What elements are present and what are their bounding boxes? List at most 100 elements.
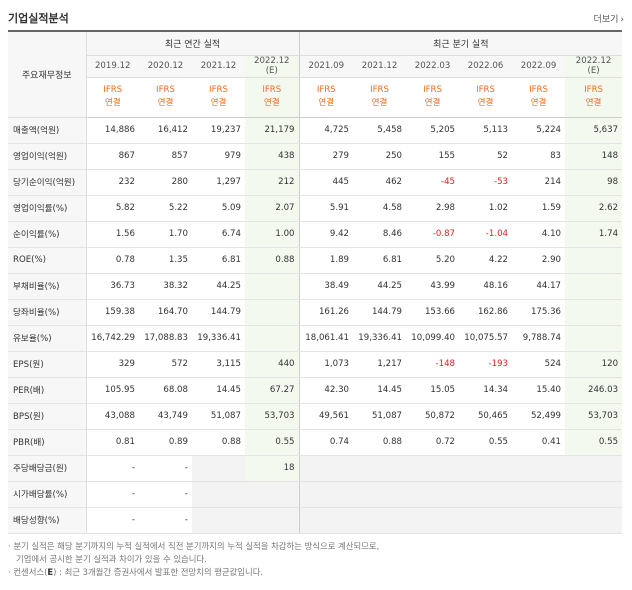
table-cell: 162.86 <box>459 299 513 326</box>
table-cell: 50,465 <box>459 403 513 430</box>
table-cell <box>192 454 245 482</box>
table-cell: 5,637 <box>565 117 623 144</box>
quarter-period-header: 2021.12 <box>353 55 407 78</box>
table-cell: 857 <box>139 143 192 170</box>
table-cell: 5.22 <box>139 194 192 222</box>
table-cell: 5,224 <box>512 117 566 144</box>
quarter-period-header: 2021.09 <box>298 55 354 78</box>
ifrs-badge: IFRS 연결 <box>139 77 192 118</box>
table-cell: 14.45 <box>353 377 407 404</box>
section-header: 기업실적분석 더보기 › <box>8 8 624 28</box>
table-cell: 38.49 <box>298 272 354 300</box>
financial-summary-table: 주요재무정보 최근 연간 실적 최근 분기 실적 2019.12 2020.12 2… <box>8 30 623 534</box>
row-label: 부채비율(%) <box>8 272 87 300</box>
table-cell: 53,703 <box>245 403 300 430</box>
table-cell <box>565 481 623 508</box>
table-cell: 1.35 <box>139 247 192 274</box>
row-label: 유보율(%) <box>8 325 87 352</box>
table-cell <box>565 454 623 482</box>
table-cell <box>353 454 407 482</box>
table-cell: -148 <box>406 350 460 378</box>
table-cell: 19,336.41 <box>353 325 407 352</box>
table-cell <box>565 507 623 534</box>
table-cell: 10,075.57 <box>459 325 513 352</box>
table-cell: 4.10 <box>512 221 566 248</box>
table-cell <box>245 272 300 300</box>
table-row: EPS(원) 329 572 3,115 440 1,073 1,217 -148 -193 52… <box>8 350 623 378</box>
table-cell: 43.99 <box>406 272 460 300</box>
table-cell: -53 <box>459 169 513 196</box>
table-cell: 21,179 <box>245 117 300 144</box>
table-cell: - <box>139 507 192 534</box>
consolidated-label: 연결 <box>585 98 602 108</box>
row-label: 배당성향(%) <box>8 507 87 534</box>
ifrs-badge: IFRS 연결 <box>192 77 245 118</box>
table-cell: 15.40 <box>512 377 566 404</box>
row-label: 주당배당금(원) <box>8 454 87 482</box>
annual-group-label: 최근 연간 실적 <box>86 30 300 56</box>
table-cell: 153.66 <box>406 299 460 326</box>
table-cell: 280 <box>139 169 192 196</box>
table-cell <box>565 299 623 326</box>
table-cell: 1,297 <box>192 169 245 196</box>
ifrs-badge: IFRS 연결 <box>565 77 623 118</box>
table-cell: 18 <box>245 454 300 482</box>
table-row: 영업이익(억원) 867 857 979 438 279 250 155 52 83 148 <box>8 143 623 170</box>
ifrs-badge: IFRS 연결 <box>512 77 566 118</box>
table-cell: 0.88 <box>192 429 245 456</box>
table-cell: 6.74 <box>192 221 245 248</box>
consolidated-label: 연결 <box>477 98 494 108</box>
consolidated-label: 연결 <box>157 98 174 108</box>
table-cell: 4,725 <box>298 117 354 144</box>
table-cell: 49,561 <box>298 403 354 430</box>
table-cell: 53,703 <box>565 403 623 430</box>
table-cell: 279 <box>298 143 354 170</box>
table-cell <box>406 481 460 508</box>
table-cell: 175.36 <box>512 299 566 326</box>
annual-period-header: 2021.12 <box>192 55 245 78</box>
table-cell: 51,087 <box>192 403 245 430</box>
table-cell: 36.73 <box>86 272 139 300</box>
footnote-2-suffix: ) : 최근 3개월간 증권사에서 발표한 전망치의 평균값입니다. <box>53 567 264 577</box>
row-label: 당좌비율(%) <box>8 299 87 326</box>
footnote-2-prefix: · 컨센서스( <box>8 567 48 577</box>
more-link[interactable]: 더보기 › <box>594 12 624 25</box>
table-cell: 445 <box>298 169 354 196</box>
table-cell: 979 <box>192 143 245 170</box>
consolidated-label: 연결 <box>424 98 441 108</box>
table-cell: 0.41 <box>512 429 566 456</box>
table-cell: 329 <box>86 350 139 378</box>
table-cell <box>406 507 460 534</box>
table-cell: 144.79 <box>353 299 407 326</box>
table-row: 순이익률(%) 1.56 1.70 6.74 1.00 9.42 8.46 -0.87 -1.0… <box>8 221 623 248</box>
row-label: BPS(원) <box>8 403 87 430</box>
table-cell: 105.95 <box>86 377 139 404</box>
table-cell: 246.03 <box>565 377 623 404</box>
table-cell: 38.32 <box>139 272 192 300</box>
table-cell: -1.04 <box>459 221 513 248</box>
table-cell <box>459 454 513 482</box>
table-cell <box>459 481 513 508</box>
table-cell: 0.88 <box>245 247 300 274</box>
consolidated-label: 연결 <box>263 98 280 108</box>
table-cell: 212 <box>245 169 300 196</box>
table-cell: 4.22 <box>459 247 513 274</box>
table-cell: 1.74 <box>565 221 623 248</box>
consolidated-label: 연결 <box>210 98 227 108</box>
row-label: PER(배) <box>8 377 87 404</box>
table-cell <box>245 299 300 326</box>
table-cell <box>565 247 623 274</box>
table-cell: 44.25 <box>353 272 407 300</box>
row-label: 당기순이익(억원) <box>8 169 87 196</box>
table-cell: 1.89 <box>298 247 354 274</box>
table-cell <box>512 454 566 482</box>
table-cell: 19,237 <box>192 117 245 144</box>
table-cell: 44.25 <box>192 272 245 300</box>
table-cell: 17,088.83 <box>139 325 192 352</box>
table-cell: 524 <box>512 350 566 378</box>
row-label: 시가배당률(%) <box>8 481 87 508</box>
table-cell: 440 <box>245 350 300 378</box>
ifrs-label: IFRS <box>103 85 123 95</box>
quarter-period-header: 2022.06 <box>459 55 513 78</box>
table-cell: 0.88 <box>353 429 407 456</box>
